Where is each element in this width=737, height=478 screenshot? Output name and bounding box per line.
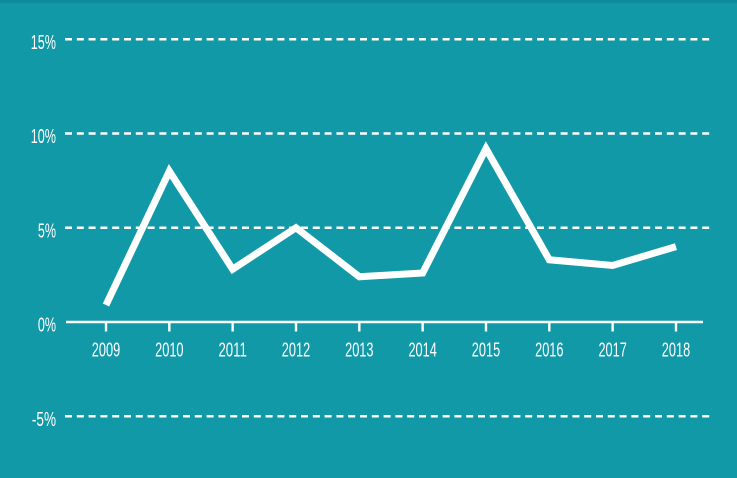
x-axis-label-2012: 2012 (282, 340, 310, 362)
y-axis-label-5pct: 5% (38, 220, 56, 242)
y-axis-label-5pct: -5% (32, 409, 56, 431)
x-axis-label-2011: 2011 (218, 340, 246, 362)
x-axis-label-2016: 2016 (535, 340, 563, 362)
x-axis-label-2014: 2014 (408, 340, 436, 362)
x-axis-label-2009: 2009 (92, 340, 120, 362)
data-series-line (102, 141, 677, 307)
y-axis-label-0pct: 0% (38, 315, 56, 337)
y-axis-label-10pct: 10% (31, 126, 56, 148)
x-axis-label-2018: 2018 (662, 340, 690, 362)
x-axis-label-2013: 2013 (345, 340, 373, 362)
x-axis-label-2015: 2015 (472, 340, 500, 362)
x-axis-label-2010: 2010 (155, 340, 183, 362)
y-axis-label-15pct: 15% (31, 32, 56, 54)
top-accent-strip (0, 0, 737, 3)
x-axis-label-2017: 2017 (598, 340, 626, 362)
